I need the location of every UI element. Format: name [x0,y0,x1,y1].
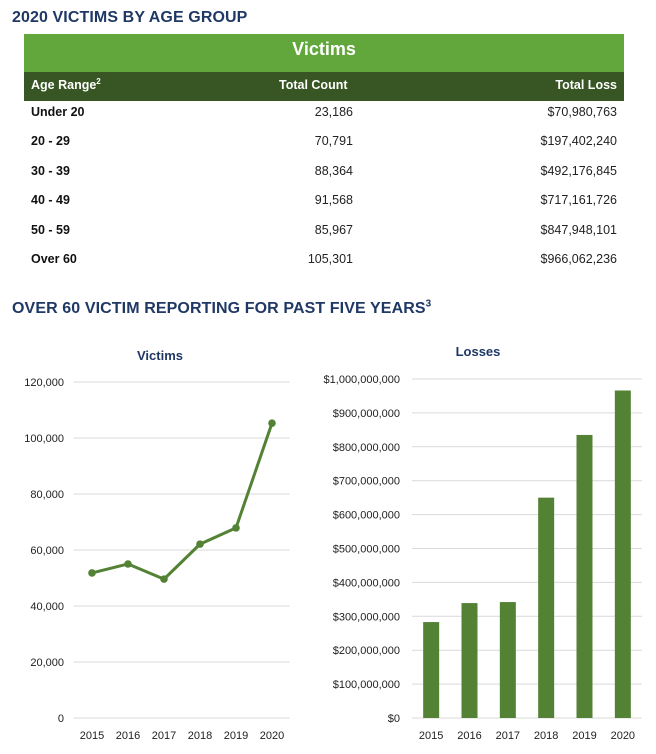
victims-x-tick-label: 2020 [260,730,284,742]
victims-x-tick-label: 2019 [224,730,248,742]
losses-y-tick-label: $700,000,000 [333,476,400,488]
column-header-total-loss: Total Loss [555,78,617,92]
cell-total-loss: $70,980,763 [547,105,617,119]
victims-line-chart: Victims 0 20,000 40,000 60,000 80,000 100,000 1… [24,348,290,742]
losses-chart-title: Losses [456,344,501,359]
losses-y-tick-label: $600,000,000 [333,510,400,522]
footnote-marker: 2 [96,76,101,86]
losses-x-tick-label: 2017 [496,730,520,742]
cell-total-count: 91,568 [314,193,353,208]
losses-y-tick-label: $400,000,000 [333,577,400,589]
charts-section-title-text: OVER 60 VICTIM REPORTING FOR PAST FIVE Y… [12,300,426,317]
table-row: 30 - 39 88,364 $492,176,845 [24,160,624,189]
cell-age-range: 50 - 59 [31,222,70,237]
losses-bar [614,390,631,718]
cell-total-count: 23,186 [314,105,353,119]
cell-age-range: 20 - 29 [31,134,70,149]
column-header-total-count: Total Count [279,78,348,92]
victims-y-tick-label: 20,000 [30,657,64,669]
cell-total-count: 105,301 [307,251,353,266]
victims-x-tick-label: 2015 [80,730,104,742]
victims-series-line [91,422,274,581]
table-row: Under 20 23,186 $70,980,763 [24,101,624,130]
table-section-title: 2020 VICTIMS BY AGE GROUP [12,9,247,27]
losses-y-tick-label: $200,000,000 [333,645,400,657]
table-body: Under 20 23,186 $70,980,763 20 - 29 70,791 $1… [24,101,624,277]
victims-data-point [88,569,96,577]
victims-y-tick-label: 60,000 [30,545,64,557]
losses-y-tick-label: $0 [388,713,400,725]
victims-data-point [160,575,168,583]
table-row: Over 60 105,301 $966,062,236 [24,248,624,277]
table-row: 20 - 29 70,791 $197,402,240 [24,130,624,159]
table-row: 50 - 59 85,967 $847,948,101 [24,219,624,248]
charts-section-title: OVER 60 VICTIM REPORTING FOR PAST FIVE Y… [12,298,432,318]
cell-total-count: 70,791 [314,134,353,149]
losses-x-tick-label: 2019 [572,730,596,742]
victims-data-point [268,419,276,427]
victims-chart-title: Victims [137,348,183,363]
losses-bar [576,434,593,718]
victims-y-tick-label: 80,000 [30,489,64,501]
losses-y-tick-label: $500,000,000 [333,544,400,556]
cell-total-loss: $717,161,726 [540,193,617,208]
footnote-marker: 3 [425,298,432,310]
losses-y-tick-label: $1,000,000,000 [324,374,400,386]
table-column-headers: Age Range2 Total Count Total Loss [24,72,624,101]
losses-bar [538,497,555,718]
table-section-title-text: 2020 VICTIMS BY AGE GROUP [12,9,248,26]
cell-total-count: 85,967 [314,222,353,237]
cell-age-range: 30 - 39 [31,163,70,178]
victims-x-tick-label: 2018 [188,730,212,742]
victims-data-point [196,540,204,548]
victims-y-tick-label: 40,000 [30,601,64,613]
table-band-header: Victims [24,34,624,72]
cell-age-range: 40 - 49 [31,193,70,208]
losses-x-tick-label: 2015 [419,730,443,742]
losses-bar [423,622,440,718]
victims-data-point [232,524,240,532]
victims-by-age-table: Victims Age Range2 Total Count Total Los… [24,34,624,277]
losses-bar [499,602,516,718]
victims-data-point [124,560,132,568]
losses-y-tick-label: $300,000,000 [333,611,400,623]
losses-y-tick-label: $900,000,000 [333,408,400,420]
column-header-age-range: Age Range2 [31,76,101,92]
losses-y-tick-label: $100,000,000 [333,679,400,691]
cell-age-range: Under 20 [31,105,85,119]
victims-y-tick-label: 120,000 [24,377,64,389]
cell-total-loss: $492,176,845 [540,163,617,178]
losses-y-tick-label: $800,000,000 [333,442,400,454]
cell-age-range: Over 60 [31,251,77,266]
losses-bar [461,603,478,718]
losses-x-tick-label: 2018 [534,730,558,742]
table-row: 40 - 49 91,568 $717,161,726 [24,189,624,218]
losses-bar-chart: Losses $0 $100,000,000 $200,000,000 $300,000… [324,344,642,742]
victims-x-tick-label: 2016 [116,730,140,742]
cell-total-loss: $966,062,236 [540,251,617,266]
column-header-age-range-text: Age Range [31,78,97,92]
victims-x-tick-label: 2017 [152,730,176,742]
victims-y-tick-label: 0 [58,713,64,725]
cell-total-count: 88,364 [314,163,353,178]
cell-total-loss: $197,402,240 [540,134,617,149]
victims-y-tick-label: 100,000 [24,433,64,445]
losses-x-tick-label: 2020 [611,730,635,742]
cell-total-loss: $847,948,101 [540,222,617,237]
losses-x-tick-label: 2016 [457,730,481,742]
